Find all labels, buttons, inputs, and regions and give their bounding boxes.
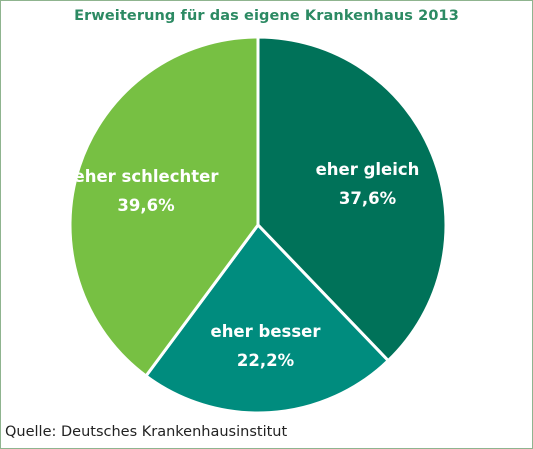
slice-label-2: eher besser xyxy=(211,322,322,341)
slice-value-1: 37,6% xyxy=(339,189,397,208)
slice-label-1: eher gleich xyxy=(316,160,420,179)
chart-title: Erweiterung für das eigene Krankenhaus 2… xyxy=(74,8,459,24)
slice-value-2: 22,2% xyxy=(237,351,295,370)
pie-slice-3 xyxy=(68,35,260,378)
chart-source: Quelle: Deutsches Krankenhausinstitut xyxy=(5,424,288,440)
slice-value-3: 39,6% xyxy=(117,196,175,215)
pie-slice-2 xyxy=(144,223,390,415)
pie-slice-1 xyxy=(256,35,448,363)
slice-label-3: eher schlechter xyxy=(74,167,220,186)
pie-slices xyxy=(68,35,448,415)
pie-labels: eher gleich 37,6% eher besser 22,2% eher sch… xyxy=(74,160,420,370)
